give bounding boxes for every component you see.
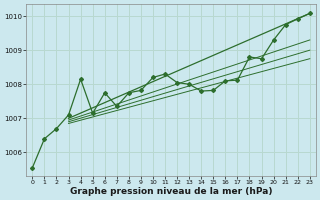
X-axis label: Graphe pression niveau de la mer (hPa): Graphe pression niveau de la mer (hPa) (70, 187, 272, 196)
